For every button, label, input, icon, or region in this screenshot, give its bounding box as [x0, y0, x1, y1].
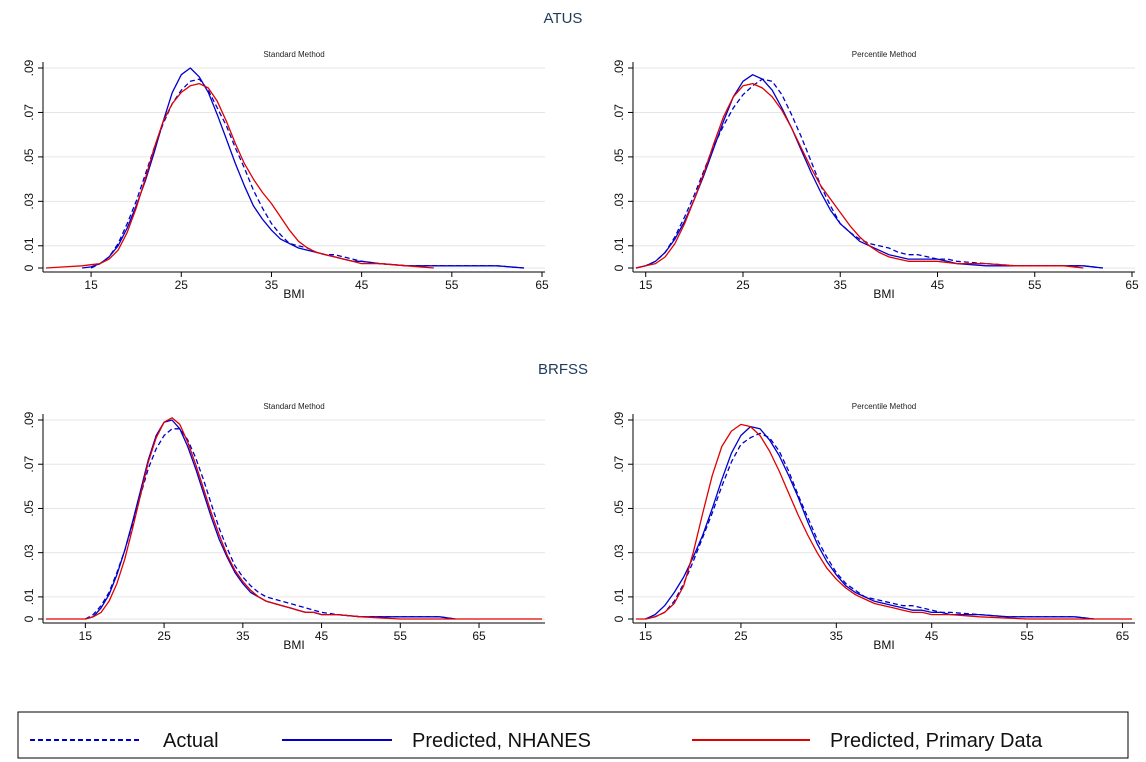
x-tick-label: 15 — [639, 629, 653, 643]
panel-brfss-standard: Standard Method 0 .01 .03 .05 .07 .09 15 25 35 45 5… — [22, 402, 545, 652]
y-tick-label: .05 — [612, 148, 626, 165]
series-line-predicted-nhanes — [85, 419, 456, 620]
x-tick-label: 65 — [472, 629, 486, 643]
x-tick-label: 45 — [931, 278, 945, 292]
y-tick-label: .01 — [612, 237, 626, 254]
panel-atus-percentile: Percentile Method 0 .01 .03 .05 .07 .09 15 25 35 4… — [612, 50, 1139, 301]
series-line-actual — [635, 78, 1103, 269]
x-tick-label: 35 — [834, 278, 848, 292]
panel-title: Percentile Method — [852, 402, 916, 411]
y-tick-label: .05 — [22, 500, 36, 517]
panel-title: Percentile Method — [852, 50, 916, 59]
x-tick-label: 15 — [84, 278, 98, 292]
series-line-predicted-primary-data — [635, 82, 1084, 269]
panel-atus-standard: Standard Method 0 .01 .03 .05 .07 .09 15 25 35 45 5… — [22, 50, 549, 301]
section-title-atus: ATUS — [544, 10, 583, 27]
series-line-actual — [645, 432, 1094, 620]
x-tick-label: 25 — [175, 278, 189, 292]
section-title-brfss: BRFSS — [538, 361, 588, 378]
y-tick-label: .05 — [22, 148, 36, 165]
y-tick-label: .07 — [612, 104, 626, 121]
x-tick-label: 55 — [1020, 629, 1034, 643]
x-tick-label: 35 — [265, 278, 279, 292]
series-line-predicted-primary-data — [46, 417, 542, 620]
y-tick-label: .01 — [612, 588, 626, 605]
panel-title: Standard Method — [263, 50, 324, 59]
x-tick-label: 65 — [1125, 278, 1139, 292]
x-tick-label: 45 — [315, 629, 329, 643]
series-line-predicted-nhanes — [635, 74, 1103, 269]
y-tick-label: .03 — [612, 193, 626, 210]
y-tick-label: .07 — [22, 456, 36, 473]
legend-box — [17, 711, 1129, 759]
y-tick-label: 0 — [22, 615, 36, 622]
x-tick-label: 25 — [157, 629, 171, 643]
legend: Actual Predicted, NHANES Predicted, Prim… — [17, 711, 1129, 759]
x-tick-label: 25 — [734, 629, 748, 643]
x-tick-label: 15 — [79, 629, 93, 643]
x-tick-label: 55 — [394, 629, 408, 643]
series-line-predicted-primary-data — [45, 82, 434, 269]
x-tick-label: 45 — [925, 629, 939, 643]
y-tick-label: .03 — [22, 544, 36, 561]
y-tick-label: .07 — [612, 456, 626, 473]
x-tick-label: 65 — [535, 278, 549, 292]
x-tick-label: 35 — [236, 629, 250, 643]
y-tick-label: .09 — [612, 59, 626, 76]
x-tick-label: 55 — [1028, 278, 1042, 292]
y-tick-label: 0 — [612, 615, 626, 622]
series-line-predicted-primary-data — [636, 423, 1132, 620]
x-axis-label: BMI — [283, 287, 304, 301]
legend-label-predicted-primary: Predicted, Primary Data — [830, 730, 1043, 752]
panel-title: Standard Method — [263, 402, 324, 411]
y-tick-label: .03 — [612, 544, 626, 561]
x-axis-label: BMI — [873, 638, 894, 652]
x-tick-label: 15 — [639, 278, 653, 292]
legend-label-actual: Actual — [163, 730, 219, 752]
x-axis-label: BMI — [873, 287, 894, 301]
y-tick-label: 0 — [22, 264, 36, 271]
y-tick-label: .07 — [22, 104, 36, 121]
x-tick-label: 35 — [830, 629, 844, 643]
legend-label-predicted-nhanes: Predicted, NHANES — [412, 730, 591, 752]
y-tick-label: .03 — [22, 193, 36, 210]
panel-brfss-percentile: Percentile Method 0 .01 .03 .05 .07 .09 15 25 35 4… — [612, 402, 1135, 652]
y-tick-label: .09 — [22, 411, 36, 428]
y-tick-label: .01 — [22, 237, 36, 254]
x-tick-label: 25 — [736, 278, 750, 292]
y-tick-label: .09 — [22, 59, 36, 76]
y-tick-label: .05 — [612, 500, 626, 517]
x-tick-label: 55 — [445, 278, 459, 292]
x-tick-label: 65 — [1116, 629, 1130, 643]
series-line-actual — [90, 78, 525, 269]
series-line-actual — [85, 428, 456, 620]
y-tick-label: 0 — [612, 264, 626, 271]
y-tick-label: .09 — [612, 411, 626, 428]
x-axis-label: BMI — [283, 638, 304, 652]
series-line-predicted-nhanes — [645, 425, 1094, 620]
x-tick-label: 45 — [355, 278, 369, 292]
y-tick-label: .01 — [22, 588, 36, 605]
